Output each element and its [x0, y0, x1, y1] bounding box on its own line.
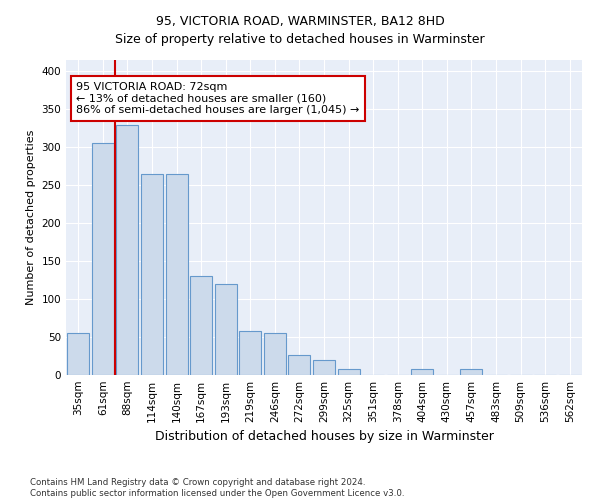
X-axis label: Distribution of detached houses by size in Warminster: Distribution of detached houses by size … — [155, 430, 493, 444]
Bar — [239, 331, 262, 375]
Bar — [215, 284, 237, 375]
Bar — [116, 124, 139, 375]
Y-axis label: Number of detached properties: Number of detached properties — [26, 130, 36, 305]
Bar — [460, 369, 482, 375]
Text: 95 VICTORIA ROAD: 72sqm
← 13% of detached houses are smaller (160)
86% of semi-d: 95 VICTORIA ROAD: 72sqm ← 13% of detache… — [76, 82, 359, 116]
Bar — [411, 369, 433, 375]
Bar — [92, 144, 114, 375]
Text: Size of property relative to detached houses in Warminster: Size of property relative to detached ho… — [115, 32, 485, 46]
Text: Contains HM Land Registry data © Crown copyright and database right 2024.
Contai: Contains HM Land Registry data © Crown c… — [30, 478, 404, 498]
Bar — [264, 334, 286, 375]
Text: 95, VICTORIA ROAD, WARMINSTER, BA12 8HD: 95, VICTORIA ROAD, WARMINSTER, BA12 8HD — [155, 15, 445, 28]
Bar — [141, 174, 163, 375]
Bar — [166, 174, 188, 375]
Bar — [67, 334, 89, 375]
Bar — [289, 354, 310, 375]
Bar — [313, 360, 335, 375]
Bar — [338, 369, 359, 375]
Bar — [190, 276, 212, 375]
